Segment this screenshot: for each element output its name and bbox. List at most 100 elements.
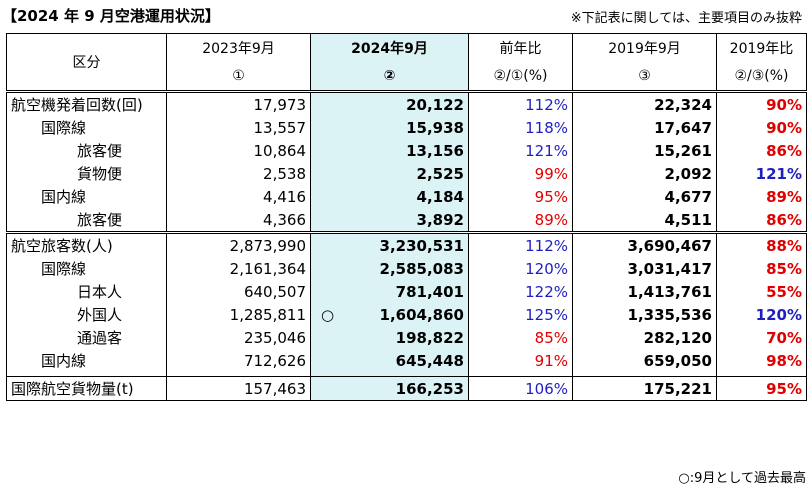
cell-2023: 4,416 xyxy=(166,185,311,208)
cell-2019: 17,647 xyxy=(572,116,717,139)
cell-2024: 15,938 xyxy=(310,116,469,139)
cell-vs2019: 88% xyxy=(716,232,807,257)
airport-operations-table: 区分 2023年9月 2024年9月 前年比 2019年9月 2019年比 ① … xyxy=(6,33,807,401)
cell-yoy: 125% xyxy=(468,303,573,326)
cell-2024: 166,253 xyxy=(310,376,469,401)
cell-yoy: 91% xyxy=(468,349,573,372)
cell-2024: 4,184 xyxy=(310,185,469,208)
header-2019: 2019年9月 xyxy=(572,33,717,62)
cell-2019: 4,511 xyxy=(572,208,717,234)
cell-2024: ○ 1,604,860 xyxy=(310,303,469,326)
cell-2019: 4,677 xyxy=(572,185,717,208)
cell-yoy: 99% xyxy=(468,162,573,185)
row-label: 国際線 xyxy=(6,116,167,139)
cell-vs2019: 98% xyxy=(716,349,807,372)
cell-yoy: 122% xyxy=(468,280,573,303)
cell-vs2019: 90% xyxy=(716,116,807,139)
cell-2019: 3,690,467 xyxy=(572,232,717,257)
cell-2023: 2,161,364 xyxy=(166,257,311,280)
row-label: 国内線 xyxy=(6,185,167,208)
header-2023-marker: ① xyxy=(166,62,311,93)
table-row: 外国人 1,285,811 ○ 1,604,860 125% 1,335,536 … xyxy=(6,303,807,326)
cell-vs2019: 70% xyxy=(716,326,807,349)
row-label: 通過客 xyxy=(6,326,167,349)
row-label: 外国人 xyxy=(6,303,167,326)
cell-vs2019: 89% xyxy=(716,185,807,208)
row-label: 旅客便 xyxy=(6,208,167,234)
footnote: ○:9月として過去最高 xyxy=(678,471,806,486)
header-yoy: 前年比 xyxy=(468,33,573,62)
row-label: 国際線 xyxy=(6,257,167,280)
cell-yoy: 112% xyxy=(468,232,573,257)
table-row: 旅客便 10,864 13,156 121% 15,261 86% xyxy=(6,139,807,162)
cell-vs2019: 55% xyxy=(716,280,807,303)
table-row: 旅客便 4,366 3,892 89% 4,511 86% xyxy=(6,208,807,234)
cell-2019: 2,092 xyxy=(572,162,717,185)
cell-2024: 781,401 xyxy=(310,280,469,303)
cell-2019: 282,120 xyxy=(572,326,717,349)
cell-2024: 20,122 xyxy=(310,91,469,116)
cell-2019: 1,413,761 xyxy=(572,280,717,303)
cell-2023: 10,864 xyxy=(166,139,311,162)
table-row: 国際線 2,161,364 2,585,083 120% 3,031,417 8… xyxy=(6,257,807,280)
header-2024-marker: ② xyxy=(310,62,469,93)
table-row: 通過客 235,046 198,822 85% 282,120 70% xyxy=(6,326,807,349)
row-label: 旅客便 xyxy=(6,139,167,162)
cell-vs2019: 120% xyxy=(716,303,807,326)
row-label: 国際航空貨物量(t) xyxy=(6,376,167,401)
cell-vs2019: 86% xyxy=(716,139,807,162)
cell-2024: 198,822 xyxy=(310,326,469,349)
cell-vs2019: 95% xyxy=(716,376,807,401)
cell-2019: 15,261 xyxy=(572,139,717,162)
cell-2019: 3,031,417 xyxy=(572,257,717,280)
table-row: 貨物便 2,538 2,525 99% 2,092 121% xyxy=(6,162,807,185)
row-label: 日本人 xyxy=(6,280,167,303)
cell-2024-value: 1,604,860 xyxy=(379,305,464,324)
cell-2019: 1,335,536 xyxy=(572,303,717,326)
cell-vs2019: 121% xyxy=(716,162,807,185)
record-high-marker: ○ xyxy=(321,305,335,324)
cell-yoy: 89% xyxy=(468,208,573,234)
table-row: 国際線 13,557 15,938 118% 17,647 90% xyxy=(6,116,807,139)
cell-yoy: 118% xyxy=(468,116,573,139)
cell-2024: 3,230,531 xyxy=(310,232,469,257)
cell-yoy: 120% xyxy=(468,257,573,280)
cell-yoy: 121% xyxy=(468,139,573,162)
row-label: 航空機発着回数(回) xyxy=(6,91,167,116)
cell-2019: 175,221 xyxy=(572,376,717,401)
cell-yoy: 95% xyxy=(468,185,573,208)
cell-2024: 3,892 xyxy=(310,208,469,234)
cell-2024: 645,448 xyxy=(310,349,469,372)
cell-2019: 22,324 xyxy=(572,91,717,116)
header-vs2019: 2019年比 xyxy=(716,33,807,62)
cell-2023: 157,463 xyxy=(166,376,311,401)
table-row: 航空機発着回数(回) 17,973 20,122 112% 22,324 90% xyxy=(6,91,807,116)
table-note: ※下記表に関しては、主要項目のみ抜粋 xyxy=(570,11,802,26)
cell-yoy: 106% xyxy=(468,376,573,401)
cell-2023: 17,973 xyxy=(166,91,311,116)
row-label: 国内線 xyxy=(6,349,167,372)
cell-vs2019: 85% xyxy=(716,257,807,280)
header-category: 区分 xyxy=(6,33,167,93)
table-row: 国内線 4,416 4,184 95% 4,677 89% xyxy=(6,185,807,208)
cell-2024: 2,585,083 xyxy=(310,257,469,280)
header-2019-marker: ③ xyxy=(572,62,717,93)
cell-2023: 235,046 xyxy=(166,326,311,349)
cell-yoy: 112% xyxy=(468,91,573,116)
header-vs2019-formula: ②/③(%) xyxy=(716,62,807,93)
table-row: 国際航空貨物量(t) 157,463 166,253 106% 175,221 … xyxy=(6,376,807,401)
cell-2023: 640,507 xyxy=(166,280,311,303)
cell-2023: 712,626 xyxy=(166,349,311,372)
cell-2023: 4,366 xyxy=(166,208,311,234)
cell-2024: 2,525 xyxy=(310,162,469,185)
table-row: 航空旅客数(人) 2,873,990 3,230,531 112% 3,690,… xyxy=(6,232,807,257)
cell-2024: 13,156 xyxy=(310,139,469,162)
table-row: 日本人 640,507 781,401 122% 1,413,761 55% xyxy=(6,280,807,303)
cell-2023: 2,538 xyxy=(166,162,311,185)
cell-2023: 1,285,811 xyxy=(166,303,311,326)
header-2024: 2024年9月 xyxy=(310,33,469,62)
row-label: 貨物便 xyxy=(6,162,167,185)
cell-2019: 659,050 xyxy=(572,349,717,372)
row-label: 航空旅客数(人) xyxy=(6,232,167,257)
cell-2023: 2,873,990 xyxy=(166,232,311,257)
